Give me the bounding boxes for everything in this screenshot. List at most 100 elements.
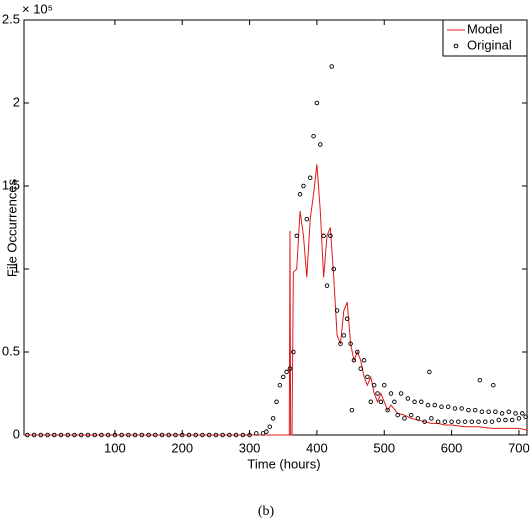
data-point (321, 233, 326, 239)
data-point (267, 424, 273, 429)
x-tick-label: 100 (104, 440, 126, 455)
data-point (173, 432, 178, 438)
legend-box (442, 19, 528, 57)
data-point (388, 391, 394, 396)
data-point (186, 432, 192, 438)
data-point (398, 391, 404, 396)
x-tick-label: 200 (171, 440, 193, 455)
data-point (506, 409, 512, 415)
data-point (365, 374, 370, 380)
data-point (368, 399, 374, 405)
data-point (348, 341, 353, 346)
data-point (331, 266, 336, 272)
data-point (38, 432, 44, 438)
data-point (489, 419, 495, 424)
data-point (491, 382, 496, 388)
data-point (287, 366, 293, 371)
data-point (78, 432, 84, 438)
data-point (351, 358, 357, 363)
data-point (65, 432, 71, 438)
data-point (469, 419, 475, 424)
data-point (153, 432, 158, 438)
data-point (213, 432, 219, 438)
data-point (227, 432, 232, 438)
data-point (523, 414, 528, 419)
data-point (452, 406, 458, 411)
data-point (476, 419, 481, 424)
data-point (264, 429, 269, 434)
data-point (72, 432, 77, 438)
data-point (442, 419, 448, 424)
data-point (385, 407, 390, 413)
data-point (314, 100, 320, 106)
data-point (146, 432, 151, 438)
data-point (277, 382, 283, 388)
data-point (349, 407, 355, 413)
y-tick-label: 1.5 (2, 177, 20, 192)
data-point (449, 419, 454, 424)
data-point (435, 419, 441, 424)
data-point (25, 432, 30, 438)
data-point (432, 402, 437, 408)
data-point (459, 406, 464, 411)
data-point (472, 407, 478, 413)
caption: (b) (258, 504, 275, 519)
y-tick-label: 0.5 (2, 343, 20, 358)
data-point (371, 382, 377, 388)
data-point (119, 432, 124, 438)
data-point (513, 411, 518, 416)
data-point (516, 416, 522, 421)
data-point (462, 419, 468, 424)
data-point (105, 432, 111, 438)
x-tick-label: 600 (441, 440, 463, 455)
data-point (412, 399, 417, 405)
data-point (358, 366, 363, 371)
data-point (520, 411, 525, 416)
data-point (112, 432, 118, 438)
data-point (220, 432, 225, 438)
y-tick-label: 1 (13, 260, 20, 275)
data-point (280, 374, 286, 380)
data-point (445, 404, 451, 410)
x-tick-label: 700 (508, 440, 530, 455)
data-point (328, 233, 333, 239)
data-point (439, 404, 444, 410)
data-point (126, 432, 131, 438)
legend-label: Model (467, 21, 503, 36)
data-point (483, 419, 488, 424)
data-point (425, 402, 431, 408)
data-point (499, 411, 505, 416)
data-point (291, 349, 296, 355)
data-point (456, 419, 461, 424)
data-point (341, 333, 347, 338)
data-point (405, 396, 411, 401)
data-point (486, 409, 491, 415)
legend-label: Original (467, 37, 512, 52)
data-point (193, 432, 198, 438)
x-axis-label: Time (hours) (247, 456, 320, 471)
y-tick-label: 2.5 (2, 11, 20, 26)
data-point (419, 399, 424, 405)
data-point (408, 412, 414, 418)
data-point (415, 416, 421, 421)
data-point (294, 233, 299, 239)
data-point (509, 417, 515, 423)
y-exponent: × 10⁵ (22, 1, 53, 16)
data-point (240, 432, 246, 438)
data-point (496, 417, 501, 423)
data-point (378, 399, 384, 405)
data-point (45, 432, 50, 438)
data-point (334, 308, 340, 313)
x-tick-label: 500 (373, 440, 395, 455)
data-point (92, 432, 97, 438)
data-point (301, 183, 306, 189)
data-point (274, 399, 279, 405)
data-point (361, 358, 367, 363)
data-point (307, 175, 313, 180)
data-point (355, 349, 360, 355)
data-point (375, 391, 380, 396)
y-tick-label: 2 (13, 94, 20, 109)
y-axis-label: File Occurrences (4, 178, 19, 277)
